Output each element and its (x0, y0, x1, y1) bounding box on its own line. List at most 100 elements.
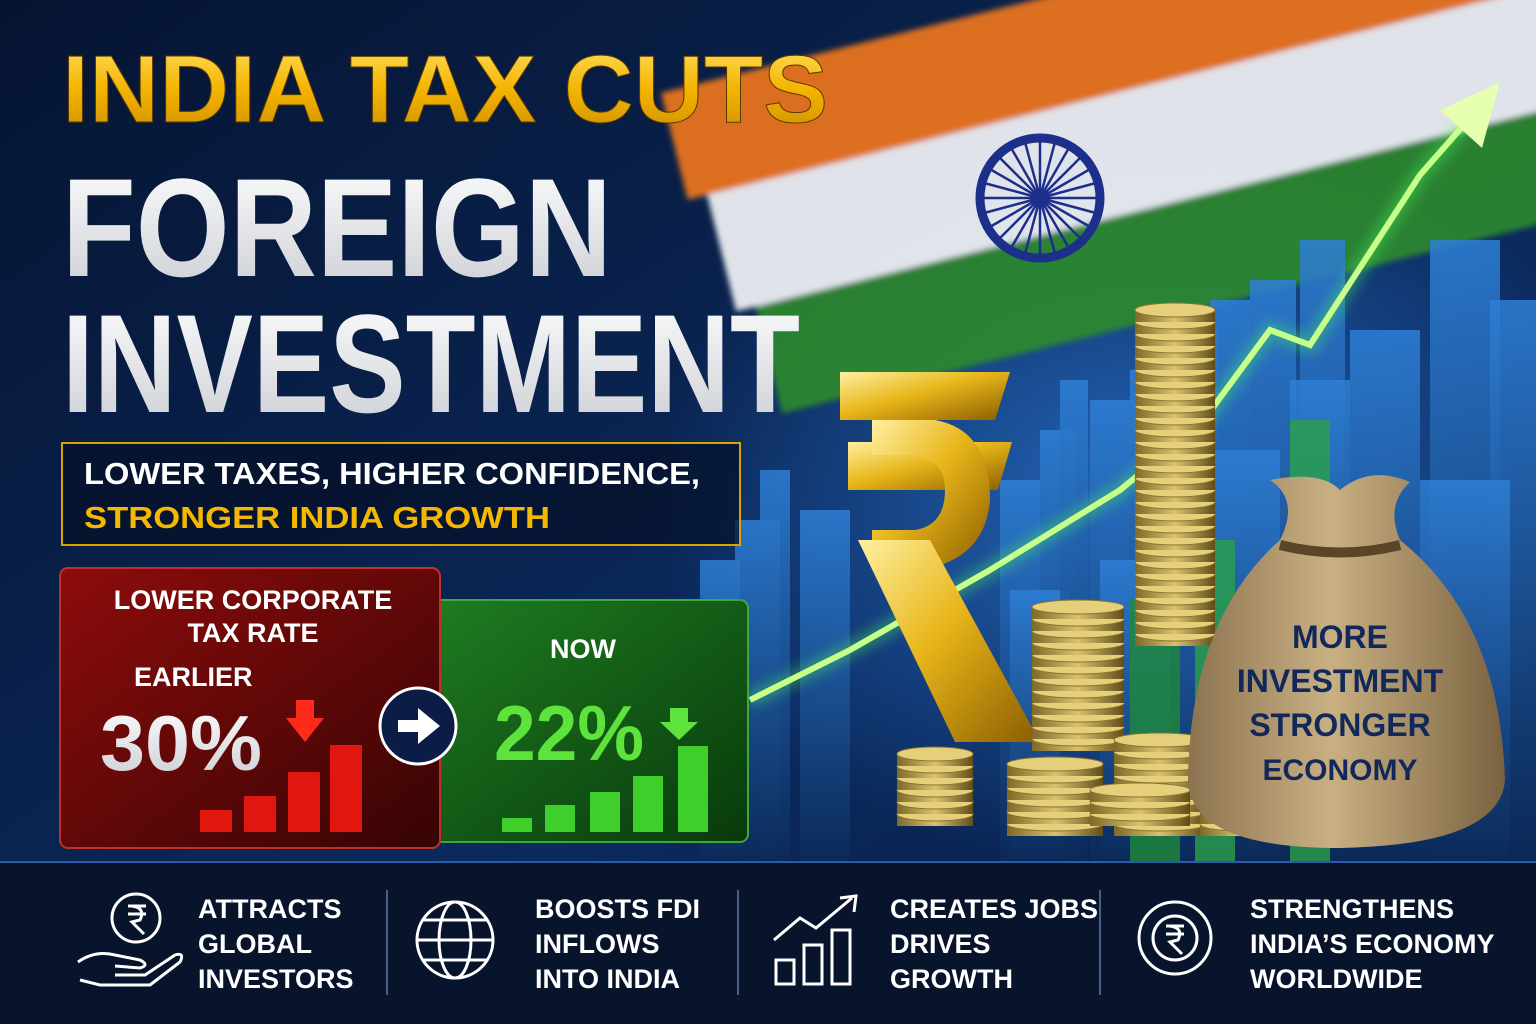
icon-rupee-cycle-part (1151, 914, 1199, 962)
earlier-label: EARLIER (134, 662, 253, 692)
tagline-line: LOWER TAXES, HIGHER CONFIDENCE, (84, 456, 700, 491)
money-bag: MORE INVESTMENT STRONGER ECONOMY (1188, 475, 1505, 848)
money-bag-part (1278, 540, 1402, 558)
icon-growth-chart (773, 894, 858, 986)
icon-growth-chart-part (839, 894, 858, 913)
ashoka-chakra-part (975, 133, 1105, 263)
benefit-line: WORLDWIDE (1250, 964, 1422, 994)
rate-card-earlier-part-part (330, 745, 362, 832)
rupee-symbol-part (872, 420, 990, 570)
icon-growth-chart-part (773, 896, 853, 942)
coin-face (1089, 782, 1191, 798)
flag (661, 0, 1536, 414)
benefit-line: INDIA’S ECONOMY (1250, 929, 1495, 959)
rate-card-now-part-part (678, 746, 708, 832)
chakra-spoke (1038, 197, 1070, 248)
icon-hand-rupee (77, 892, 184, 987)
growth-arrow-part (1440, 82, 1500, 148)
chakra-spoke (1039, 168, 1090, 200)
benefit-line: INVESTORS (198, 964, 354, 994)
chakra-spoke (1038, 143, 1056, 199)
building (760, 470, 790, 862)
now-label: NOW (550, 634, 617, 664)
rate-card-earlier: LOWER CORPORATE TAX RATE EARLIER 30% (59, 567, 441, 849)
coin-face (1031, 599, 1125, 615)
money-bag-part (1188, 475, 1505, 848)
benefit-line: CREATES JOBS (890, 894, 1098, 924)
rate-card-now-part-part (545, 805, 575, 832)
icon-growth-chart-part (830, 928, 852, 986)
chakra-spoke (990, 196, 1041, 228)
icon-hand-rupee-part (110, 892, 162, 944)
icon-growth-chart-part (802, 943, 824, 986)
rate-card-now-part-part (590, 792, 620, 832)
icon-hand-rupee-part (77, 952, 184, 987)
tagline-part (61, 442, 741, 546)
rupee-symbol-part (840, 372, 1010, 420)
rate-heading: TAX RATE (188, 618, 319, 648)
title-line: FOREIGN (62, 149, 612, 306)
flag-part (661, 0, 1536, 200)
title-line: INVESTMENT (62, 285, 800, 442)
rate-card-earlier-part-part (200, 810, 232, 832)
rate-card-earlier-part-part (288, 772, 320, 832)
transition-arrow (378, 686, 458, 766)
chakra-spoke (1038, 197, 1056, 253)
rate-card-now-part (502, 746, 708, 832)
chakra-spoke (1010, 197, 1042, 248)
benefit-line: GROWTH (890, 964, 1013, 994)
title: INDIA TAX CUTS FOREIGN INVESTMENT (62, 36, 829, 443)
icon-rupee-cycle (1137, 900, 1213, 976)
icon-globe-part (422, 918, 488, 962)
bag-line: STRONGER (1249, 707, 1430, 743)
chakra-spoke (990, 168, 1041, 200)
rate-card-now-part (660, 708, 698, 740)
chakra-spoke (1039, 196, 1095, 214)
rate-card-earlier-part-part (244, 796, 276, 832)
chakra-spoke (1024, 197, 1042, 253)
benefits-bar-part (386, 890, 1101, 995)
coin-face (896, 746, 974, 762)
chakra-spoke (999, 197, 1041, 239)
benefits-bar-part (0, 862, 1536, 1024)
chakra-spoke (1024, 143, 1042, 199)
rate-card-now-part-part (633, 776, 663, 832)
icon-rupee-cycle-part (1166, 924, 1184, 956)
benefit-line: DRIVES (890, 929, 991, 959)
benefit-line: STRENGTHENS (1250, 894, 1454, 924)
chakra-spoke (985, 196, 1041, 214)
icon-hand-rupee-part (128, 904, 146, 936)
chakra-spoke (1039, 182, 1095, 200)
rate-card-now-part-part (502, 818, 532, 832)
icon-globe (415, 900, 495, 980)
chakra-spoke (1039, 197, 1081, 239)
coin-face (1134, 302, 1216, 318)
tagline: LOWER TAXES, HIGHER CONFIDENCE, STRONGER… (61, 442, 741, 546)
bag-line: INVESTMENT (1237, 663, 1444, 699)
rate-card-earlier-part (200, 745, 362, 832)
building (800, 510, 850, 862)
rate-card-earlier-part (286, 700, 324, 742)
coin-face (1006, 756, 1104, 772)
chakra-spoke (999, 157, 1041, 199)
benefit-texts: ATTRACTS GLOBAL INVESTORS BOOSTS FDI INFLOWS… (198, 894, 1495, 994)
earlier-value: 30% (100, 699, 262, 787)
rupee-symbol-part (858, 540, 1040, 742)
icon-growth-chart-part (774, 958, 796, 986)
ashoka-chakra (975, 133, 1105, 263)
benefit-line: ATTRACTS (198, 894, 341, 924)
benefit-line: INTO INDIA (535, 964, 680, 994)
chakra-spoke (1039, 196, 1090, 228)
bag-line: MORE (1292, 619, 1388, 655)
chakra-spoke (1039, 157, 1081, 199)
icon-rupee-cycle-part (1137, 900, 1213, 976)
tagline-line: STRONGER INDIA GROWTH (84, 500, 550, 535)
now-value: 22% (494, 689, 644, 777)
benefit-line: GLOBAL (198, 929, 312, 959)
rate-card-now: NOW 22% (419, 599, 749, 843)
chakra-spoke (985, 182, 1041, 200)
benefit-line: INFLOWS (535, 929, 659, 959)
benefits-bar: ATTRACTS GLOBAL INVESTORS BOOSTS FDI INFLOWS… (0, 861, 1536, 1024)
